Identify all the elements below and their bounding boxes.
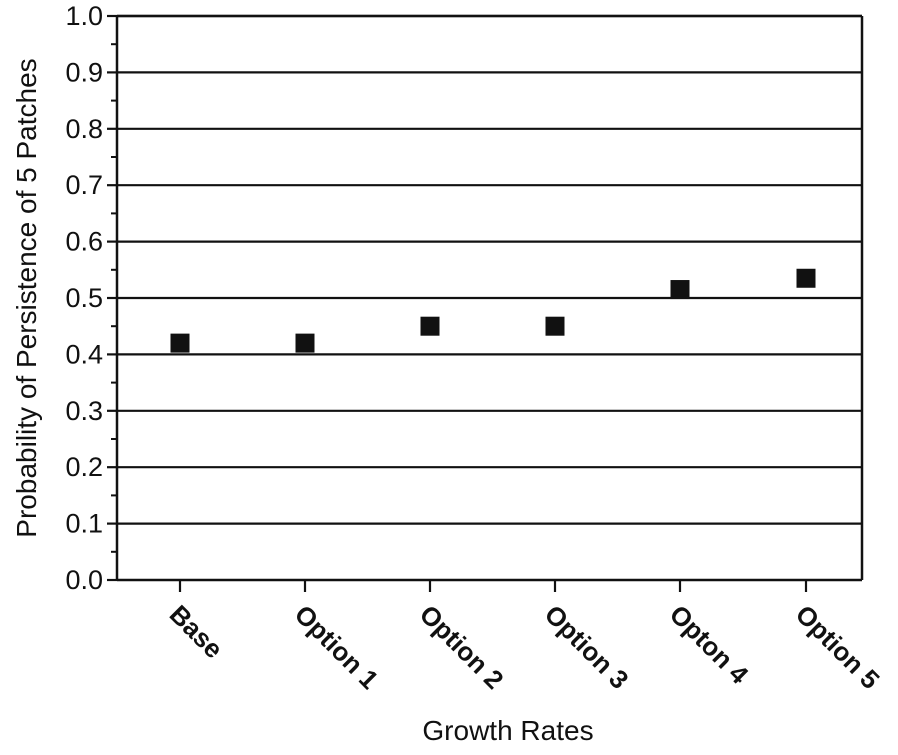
x-category-label: Option 1 bbox=[289, 599, 385, 695]
data-point-square bbox=[670, 280, 690, 300]
x-category-label: Option 2 bbox=[414, 599, 510, 695]
axes bbox=[107, 14, 864, 592]
y-tick-label: 0.8 bbox=[65, 114, 103, 144]
data-point-square bbox=[796, 268, 816, 288]
x-axis-title: Growth Rates bbox=[422, 715, 593, 746]
y-tick-label: 0.0 bbox=[65, 565, 103, 595]
y-tick-label: 0.7 bbox=[65, 170, 103, 200]
y-tick-label: 0.3 bbox=[65, 396, 103, 426]
y-tick-label: 0.1 bbox=[65, 509, 103, 539]
x-category-label: Option 5 bbox=[790, 599, 886, 695]
data-points bbox=[170, 268, 816, 353]
y-tick-label: 0.2 bbox=[65, 452, 103, 482]
x-category-label: Option 3 bbox=[539, 599, 635, 695]
y-tick-label: 0.5 bbox=[65, 283, 103, 313]
y-tick-label: 0.6 bbox=[65, 227, 103, 257]
data-point-square bbox=[295, 333, 315, 353]
data-point-square bbox=[170, 333, 190, 353]
gridlines bbox=[117, 14, 862, 525]
y-tick-label: 1.0 bbox=[65, 1, 103, 31]
data-point-square bbox=[420, 316, 440, 336]
y-tick-label: 0.9 bbox=[65, 57, 103, 87]
x-category-label: Base bbox=[164, 599, 229, 664]
y-axis-title: Probability of Persistence of 5 Patches bbox=[11, 58, 42, 537]
x-category-label: Opton 4 bbox=[664, 599, 755, 690]
y-tick-label: 0.4 bbox=[65, 339, 103, 369]
x-category-labels: Base Option 1 Option 2 Option 3 Opton 4 Optio… bbox=[164, 599, 886, 695]
data-point-square bbox=[545, 316, 565, 336]
y-tick-labels: 0.0 0.1 0.2 0.3 0.4 0.5 0.6 0.7 0.8 0.9 1.0 bbox=[65, 1, 103, 595]
